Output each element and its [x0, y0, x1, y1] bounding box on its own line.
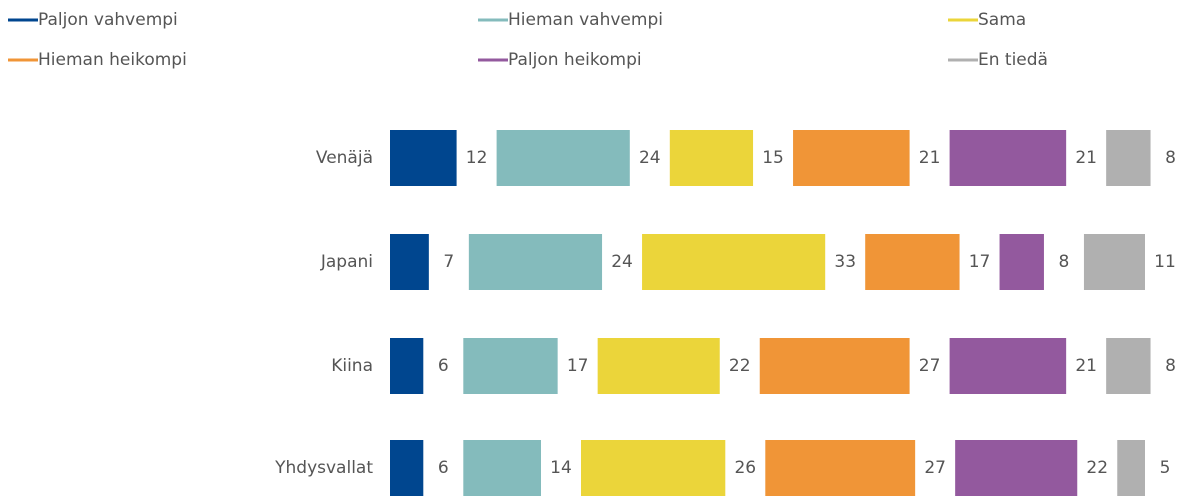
value-label: 8 [1059, 252, 1070, 272]
bar [759, 338, 910, 394]
bar [1106, 130, 1151, 186]
category-label: Venäjä [316, 148, 373, 168]
value-label: 24 [639, 148, 661, 168]
value-label: 8 [1165, 356, 1176, 376]
legend-label: Hieman heikompi [38, 50, 187, 70]
bar [793, 130, 910, 186]
value-label: 21 [1075, 356, 1097, 376]
value-label: 27 [924, 458, 946, 478]
bar [581, 440, 726, 496]
legend-label: Hieman vahvempi [508, 10, 663, 30]
category-label: Kiina [331, 356, 373, 376]
category-label: Yhdysvallat [274, 458, 373, 478]
bar [390, 440, 424, 496]
bar [1083, 234, 1145, 290]
bar [390, 234, 429, 290]
value-label: 26 [734, 458, 756, 478]
bar [669, 130, 754, 186]
bar [955, 440, 1078, 496]
value-label: 7 [443, 252, 454, 272]
bar [390, 130, 457, 186]
bar [597, 338, 720, 394]
value-label: 21 [919, 148, 941, 168]
value-label: 6 [438, 458, 449, 478]
value-label: 27 [919, 356, 941, 376]
bar [1106, 338, 1151, 394]
value-label: 15 [762, 148, 784, 168]
bar [390, 338, 424, 394]
value-label: 14 [550, 458, 572, 478]
bar [949, 338, 1067, 394]
value-label: 22 [729, 356, 751, 376]
value-label: 11 [1154, 252, 1176, 272]
bar [642, 234, 826, 290]
bar [496, 130, 630, 186]
bar [463, 440, 541, 496]
bar [468, 234, 603, 290]
bar [865, 234, 960, 290]
bar [463, 338, 558, 394]
value-label: 12 [466, 148, 488, 168]
legend-label: Paljon vahvempi [38, 10, 178, 30]
value-label: 5 [1160, 458, 1171, 478]
value-label: 17 [969, 252, 991, 272]
bar [1117, 440, 1145, 496]
bar [999, 234, 1044, 290]
legend-label: En tiedä [978, 50, 1048, 70]
legend-label: Paljon heikompi [508, 50, 642, 70]
value-label: 22 [1086, 458, 1108, 478]
value-label: 33 [834, 252, 856, 272]
bar [765, 440, 916, 496]
bar [949, 130, 1067, 186]
category-label: Japani [320, 252, 373, 272]
value-label: 6 [438, 356, 449, 376]
value-label: 24 [611, 252, 633, 272]
value-label: 17 [567, 356, 589, 376]
value-label: 8 [1165, 148, 1176, 168]
value-label: 21 [1075, 148, 1097, 168]
legend-label: Sama [978, 10, 1026, 30]
